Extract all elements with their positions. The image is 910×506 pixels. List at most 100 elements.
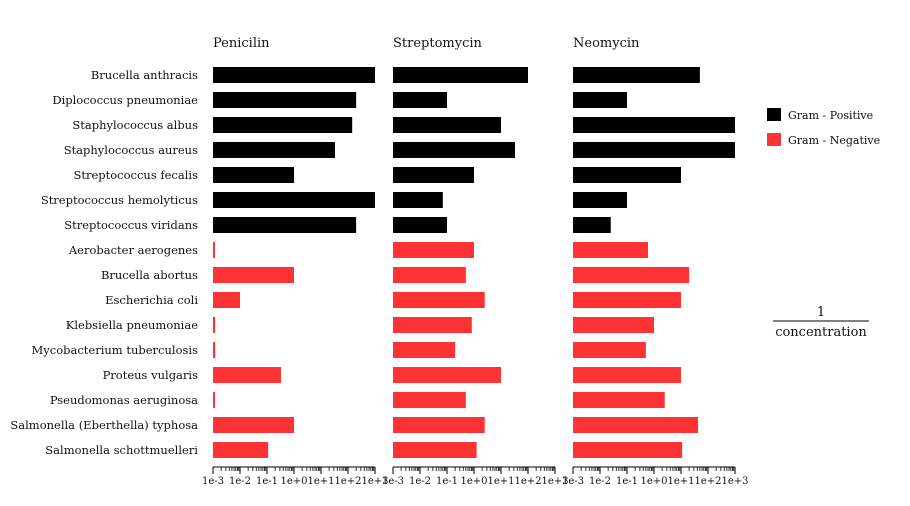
bar (213, 267, 294, 283)
bar (213, 142, 335, 158)
bar (393, 92, 447, 108)
tick-label: 1e+1 (667, 476, 694, 487)
bar (393, 267, 466, 283)
bacteria-label: Streptococcus fecalis (73, 168, 198, 182)
bar (573, 392, 665, 408)
bacteria-labels: Brucella anthracis Diplococcus pneumoniae… (10, 68, 198, 457)
bacteria-label: Salmonella schottmuelleri (45, 443, 198, 457)
bar (393, 342, 456, 358)
panel-neomycin: Neomycin 1e-3 1e-2 1e-1 1e+0 1e+1 1e+2 1e+3 (562, 36, 749, 487)
bar (213, 217, 357, 233)
bar (393, 167, 474, 183)
bar (573, 117, 735, 133)
bar (213, 342, 216, 358)
legend-label-gram-positive: Gram - Positive (788, 109, 873, 122)
bar (573, 267, 690, 283)
bar (213, 367, 281, 383)
x-axis-label-numerator: 1 (817, 305, 825, 320)
bar (213, 167, 294, 183)
bacteria-label: Aerobacter aerogenes (68, 243, 198, 257)
bar (573, 167, 681, 183)
bar (213, 67, 375, 83)
bar (213, 242, 215, 258)
legend: Gram - Positive Gram - Negative (767, 108, 880, 147)
tick-label: 1e+3 (721, 476, 748, 487)
bacteria-label: Staphylococcus aureus (64, 143, 198, 157)
bacteria-label: Proteus vulgaris (103, 368, 199, 382)
panel-title: Penicilin (213, 36, 270, 51)
panel-penicilin: Penicilin 1e-3 1e-2 1e-1 1e+0 1e+1 1e+2 1e+3 (202, 36, 389, 487)
tick-label: 1e-2 (409, 476, 431, 487)
bacteria-label: Salmonella (Eberthella) typhosa (10, 418, 198, 432)
tick-label: 1e-3 (382, 476, 404, 487)
bacteria-label: Klebsiella pneumoniae (66, 318, 198, 332)
bar (573, 317, 654, 333)
bar (573, 142, 735, 158)
bar (573, 67, 700, 83)
tick-label: 1e-1 (616, 476, 638, 487)
bar (393, 442, 477, 458)
bar (573, 242, 649, 258)
bar (393, 417, 485, 433)
tick-label: 1e+0 (280, 476, 307, 487)
bacteria-label: Mycobacterium tuberculosis (32, 343, 199, 357)
bacteria-label: Escherichia coli (105, 293, 198, 307)
bacteria-label: Diplococcus pneumoniae (52, 93, 198, 107)
legend-label-gram-negative: Gram - Negative (788, 134, 880, 147)
bar (213, 117, 353, 133)
tick-label: 1e+2 (514, 476, 541, 487)
bacteria-label: Pseudomonas aeruginosa (50, 393, 198, 407)
tick-label: 1e+3 (361, 476, 388, 487)
tick-label: 1e-2 (589, 476, 611, 487)
tick-label: 1e+1 (487, 476, 514, 487)
bar (573, 442, 683, 458)
bar (573, 367, 681, 383)
bar (573, 292, 681, 308)
tick-label: 1e+3 (541, 476, 568, 487)
panel-title: Streptomycin (393, 36, 483, 51)
tick-label: 1e-1 (436, 476, 458, 487)
bar (393, 292, 485, 308)
bar (573, 342, 646, 358)
bar (213, 442, 269, 458)
bacteria-label: Streptococcus viridans (64, 218, 198, 232)
legend-swatch-gram-positive (767, 108, 781, 121)
bar (213, 292, 240, 308)
bar (573, 92, 627, 108)
bar (213, 192, 375, 208)
bar (393, 392, 466, 408)
bar (393, 117, 501, 133)
x-axis-label: 1 concentration (773, 305, 869, 340)
bar (573, 192, 627, 208)
bacteria-label: Brucella anthracis (91, 68, 198, 82)
bacteria-label: Streptococcus hemolyticus (41, 193, 198, 207)
bar (213, 417, 294, 433)
bacteria-label: Staphylococcus albus (72, 118, 198, 132)
tick-label: 1e+0 (640, 476, 667, 487)
bar (213, 392, 215, 408)
tick-label: 1e-1 (256, 476, 278, 487)
x-axis-label-denominator: concentration (775, 325, 867, 340)
bar (393, 317, 472, 333)
legend-swatch-gram-negative (767, 133, 781, 146)
bar (393, 142, 515, 158)
panel-title: Neomycin (573, 36, 640, 51)
tick-label: 1e+2 (334, 476, 361, 487)
bar (213, 317, 216, 333)
panel-streptomycin: Streptomycin 1e-3 1e-2 1e-1 1e+0 1e+1 1e+2 1e+3 (382, 36, 569, 487)
tick-label: 1e+0 (460, 476, 487, 487)
bar (393, 67, 528, 83)
bar (213, 92, 357, 108)
tick-label: 1e+2 (694, 476, 721, 487)
bar (393, 242, 474, 258)
tick-label: 1e+1 (307, 476, 334, 487)
bar (393, 367, 501, 383)
tick-label: 1e-2 (229, 476, 251, 487)
bacteria-label: Brucella abortus (101, 268, 198, 282)
tick-label: 1e-3 (202, 476, 224, 487)
bar (393, 217, 447, 233)
bar (393, 192, 443, 208)
tick-label: 1e-3 (562, 476, 584, 487)
